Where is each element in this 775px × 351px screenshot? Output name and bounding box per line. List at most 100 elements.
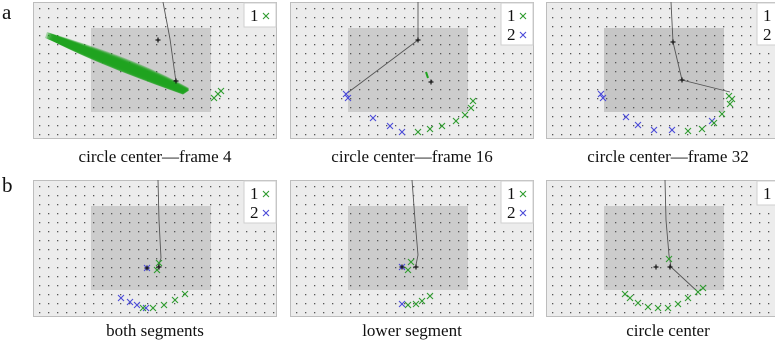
marker-series-1 [674,300,682,308]
marker-series-1 [634,299,642,307]
marker-series-1 [461,111,469,119]
marker-series-1 [217,87,225,95]
marker-series-2 [142,304,150,312]
flow-blob-small [425,71,429,79]
legend-marker [519,12,527,20]
marker-series-1 [404,266,412,274]
marker-series-2 [386,122,394,130]
marker-series-1 [418,297,426,305]
legend-marker [519,31,527,39]
center-track [670,2,731,93]
marker-series-1 [694,288,702,296]
marker-series-1 [654,304,662,312]
legend: 12 [500,180,534,224]
region-of-interest [91,206,211,290]
legend-label: 1 [507,6,516,25]
legend: 12 [756,2,775,46]
legend-marker [262,12,270,20]
marker-series-2 [599,94,607,102]
marker-series-2 [369,114,377,122]
panel-plot: 12 [546,2,775,139]
marker-series-1 [452,117,460,125]
marker-series-1 [467,104,475,112]
center-track [162,2,177,83]
marker-series-1 [412,300,420,308]
marker-series-2 [597,90,605,98]
marker-series-1 [426,292,434,300]
panel-caption: circle center—frame 4 [78,147,232,166]
dot-grid [39,186,275,314]
legend-marker [262,190,270,198]
panel-caption: circle center [626,321,710,340]
marker-series-1 [644,303,652,311]
marker-series-1 [181,290,189,298]
center-point [415,37,421,43]
panel-6: 1 [546,180,775,317]
panel-plot: 12 [33,180,277,317]
marker-series-1 [626,294,634,302]
flow-blob [45,32,189,95]
legend-label: 1 [250,184,259,203]
center-point [155,37,161,43]
panel-plot: 12 [290,2,534,139]
marker-series-1 [171,296,179,304]
marker-series-1 [665,255,673,263]
marker-series-1 [155,259,163,267]
legend-marker [519,190,527,198]
legend: 12 [500,2,534,46]
dot-grid [552,186,770,314]
marker-series-1 [149,304,157,312]
marker-series-1 [726,100,734,108]
marker-series-1 [699,284,707,292]
marker-series-1 [414,128,422,136]
region-of-interest [604,206,724,290]
center-point [144,265,150,271]
legend-label: 2 [763,25,772,44]
center-point [156,264,162,270]
panel-1: 1 [33,2,277,139]
center-point [670,39,676,45]
marker-series-2 [622,113,630,121]
center-point [399,264,405,270]
marker-series-1 [621,290,629,298]
marker-series-1 [469,97,477,105]
marker-series-1 [139,304,147,312]
marker-series-1 [407,258,415,266]
legend-label: 2 [507,25,516,44]
center-point [428,79,434,85]
legend-marker [519,209,527,217]
legend-label: 1 [250,6,259,25]
center-track [664,180,699,293]
marker-series-2 [634,121,642,129]
marker-series-1 [684,127,692,135]
legend: 12 [243,180,277,224]
marker-series-1 [404,301,412,309]
marker-series-2 [342,90,350,98]
region-of-interest [604,28,724,112]
panel-caption: circle center—frame 16 [331,147,493,166]
marker-series-2 [398,300,406,308]
panel-plot: 1 [33,2,277,139]
marker-series-2 [344,94,352,102]
region-of-interest [348,206,468,290]
legend-label: 1 [763,6,772,25]
legend-label: 1 [507,184,516,203]
panel-caption: lower segment [362,321,462,340]
marker-series-2 [398,128,406,136]
marker-series-1 [426,125,434,133]
center-point [173,78,179,84]
marker-series-1 [698,125,706,133]
panel-caption: both segments [106,321,204,340]
marker-series-1 [664,304,672,312]
legend: 1 [756,180,775,206]
marker-series-2 [133,301,141,309]
marker-series-1 [718,110,726,118]
marker-series-2 [126,298,134,306]
legend-marker [262,209,270,217]
panel-plot: 12 [290,180,534,317]
marker-series-1 [684,294,692,302]
legend-label: 2 [507,203,516,222]
